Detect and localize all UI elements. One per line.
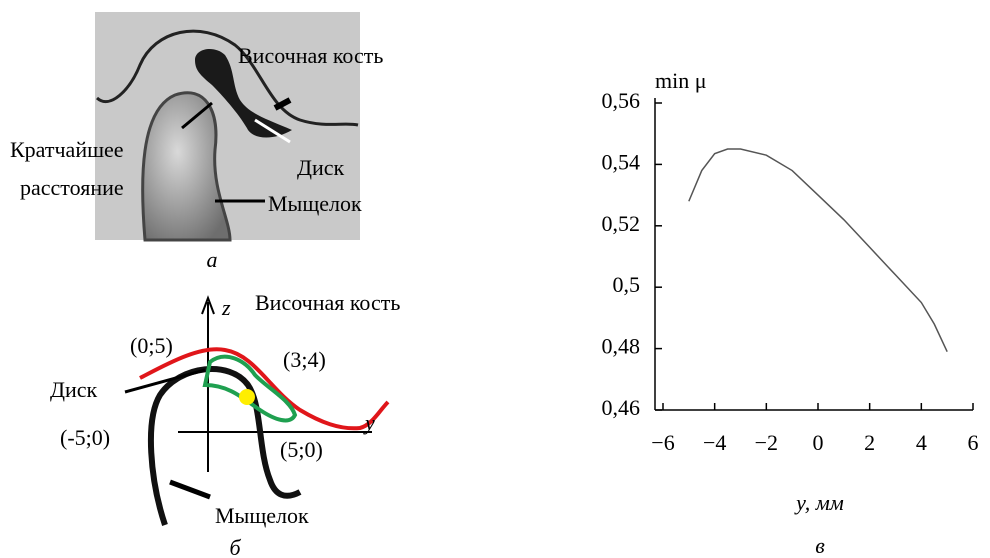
label: Мыщелок bbox=[268, 191, 362, 216]
data-line bbox=[689, 149, 947, 352]
bone-curve bbox=[140, 349, 388, 428]
label: Мыщелок bbox=[215, 503, 309, 528]
caption: в bbox=[815, 533, 825, 558]
x-tick-label: −4 bbox=[703, 430, 726, 455]
contact-point bbox=[239, 389, 255, 405]
axis-label: y bbox=[363, 410, 375, 435]
x-tick-label: 2 bbox=[864, 430, 875, 455]
panel-a: Височная кость Кратчайшее расстояние Дис… bbox=[10, 12, 383, 272]
figure: Височная кость Кратчайшее расстояние Дис… bbox=[0, 0, 990, 558]
y-tick-label: 0,48 bbox=[602, 334, 641, 359]
x-tick-label: −2 bbox=[755, 430, 778, 455]
x-tick-label: −6 bbox=[651, 430, 674, 455]
y-tick-label: 0,46 bbox=[602, 395, 641, 420]
label: Диск bbox=[297, 155, 345, 180]
y-axis-title: min μ bbox=[655, 68, 707, 93]
x-axis-title: y, мм bbox=[794, 490, 844, 515]
y-tick-label: 0,52 bbox=[602, 211, 641, 236]
x-tick-label: 4 bbox=[916, 430, 927, 455]
caption: а bbox=[207, 247, 218, 272]
axis-label: z bbox=[221, 295, 231, 320]
arrow bbox=[170, 482, 210, 497]
label: расстояние bbox=[20, 175, 124, 200]
label: (5;0) bbox=[280, 437, 323, 462]
caption: б bbox=[229, 535, 241, 558]
label: Височная кость bbox=[255, 290, 400, 315]
y-tick-label: 0,54 bbox=[602, 149, 641, 174]
label: Височная кость bbox=[238, 43, 383, 68]
label: (0;5) bbox=[130, 333, 173, 358]
x-tick-label: 6 bbox=[968, 430, 979, 455]
x-tick-label: 0 bbox=[813, 430, 824, 455]
label: Диск bbox=[50, 377, 98, 402]
y-tick-label: 0,56 bbox=[602, 88, 641, 113]
panel-b: z y Височная кость (0;5) (3;4) Диск (-5;… bbox=[50, 290, 400, 558]
panel-c: min μ y, мм в 0,46 0,48 0,5 0,52 0,54 0,56 −6 −… bbox=[602, 68, 979, 558]
label: (3;4) bbox=[283, 347, 326, 372]
label: Кратчайшее bbox=[10, 137, 124, 162]
y-tick-label: 0,5 bbox=[613, 272, 641, 297]
label: (-5;0) bbox=[60, 425, 110, 450]
